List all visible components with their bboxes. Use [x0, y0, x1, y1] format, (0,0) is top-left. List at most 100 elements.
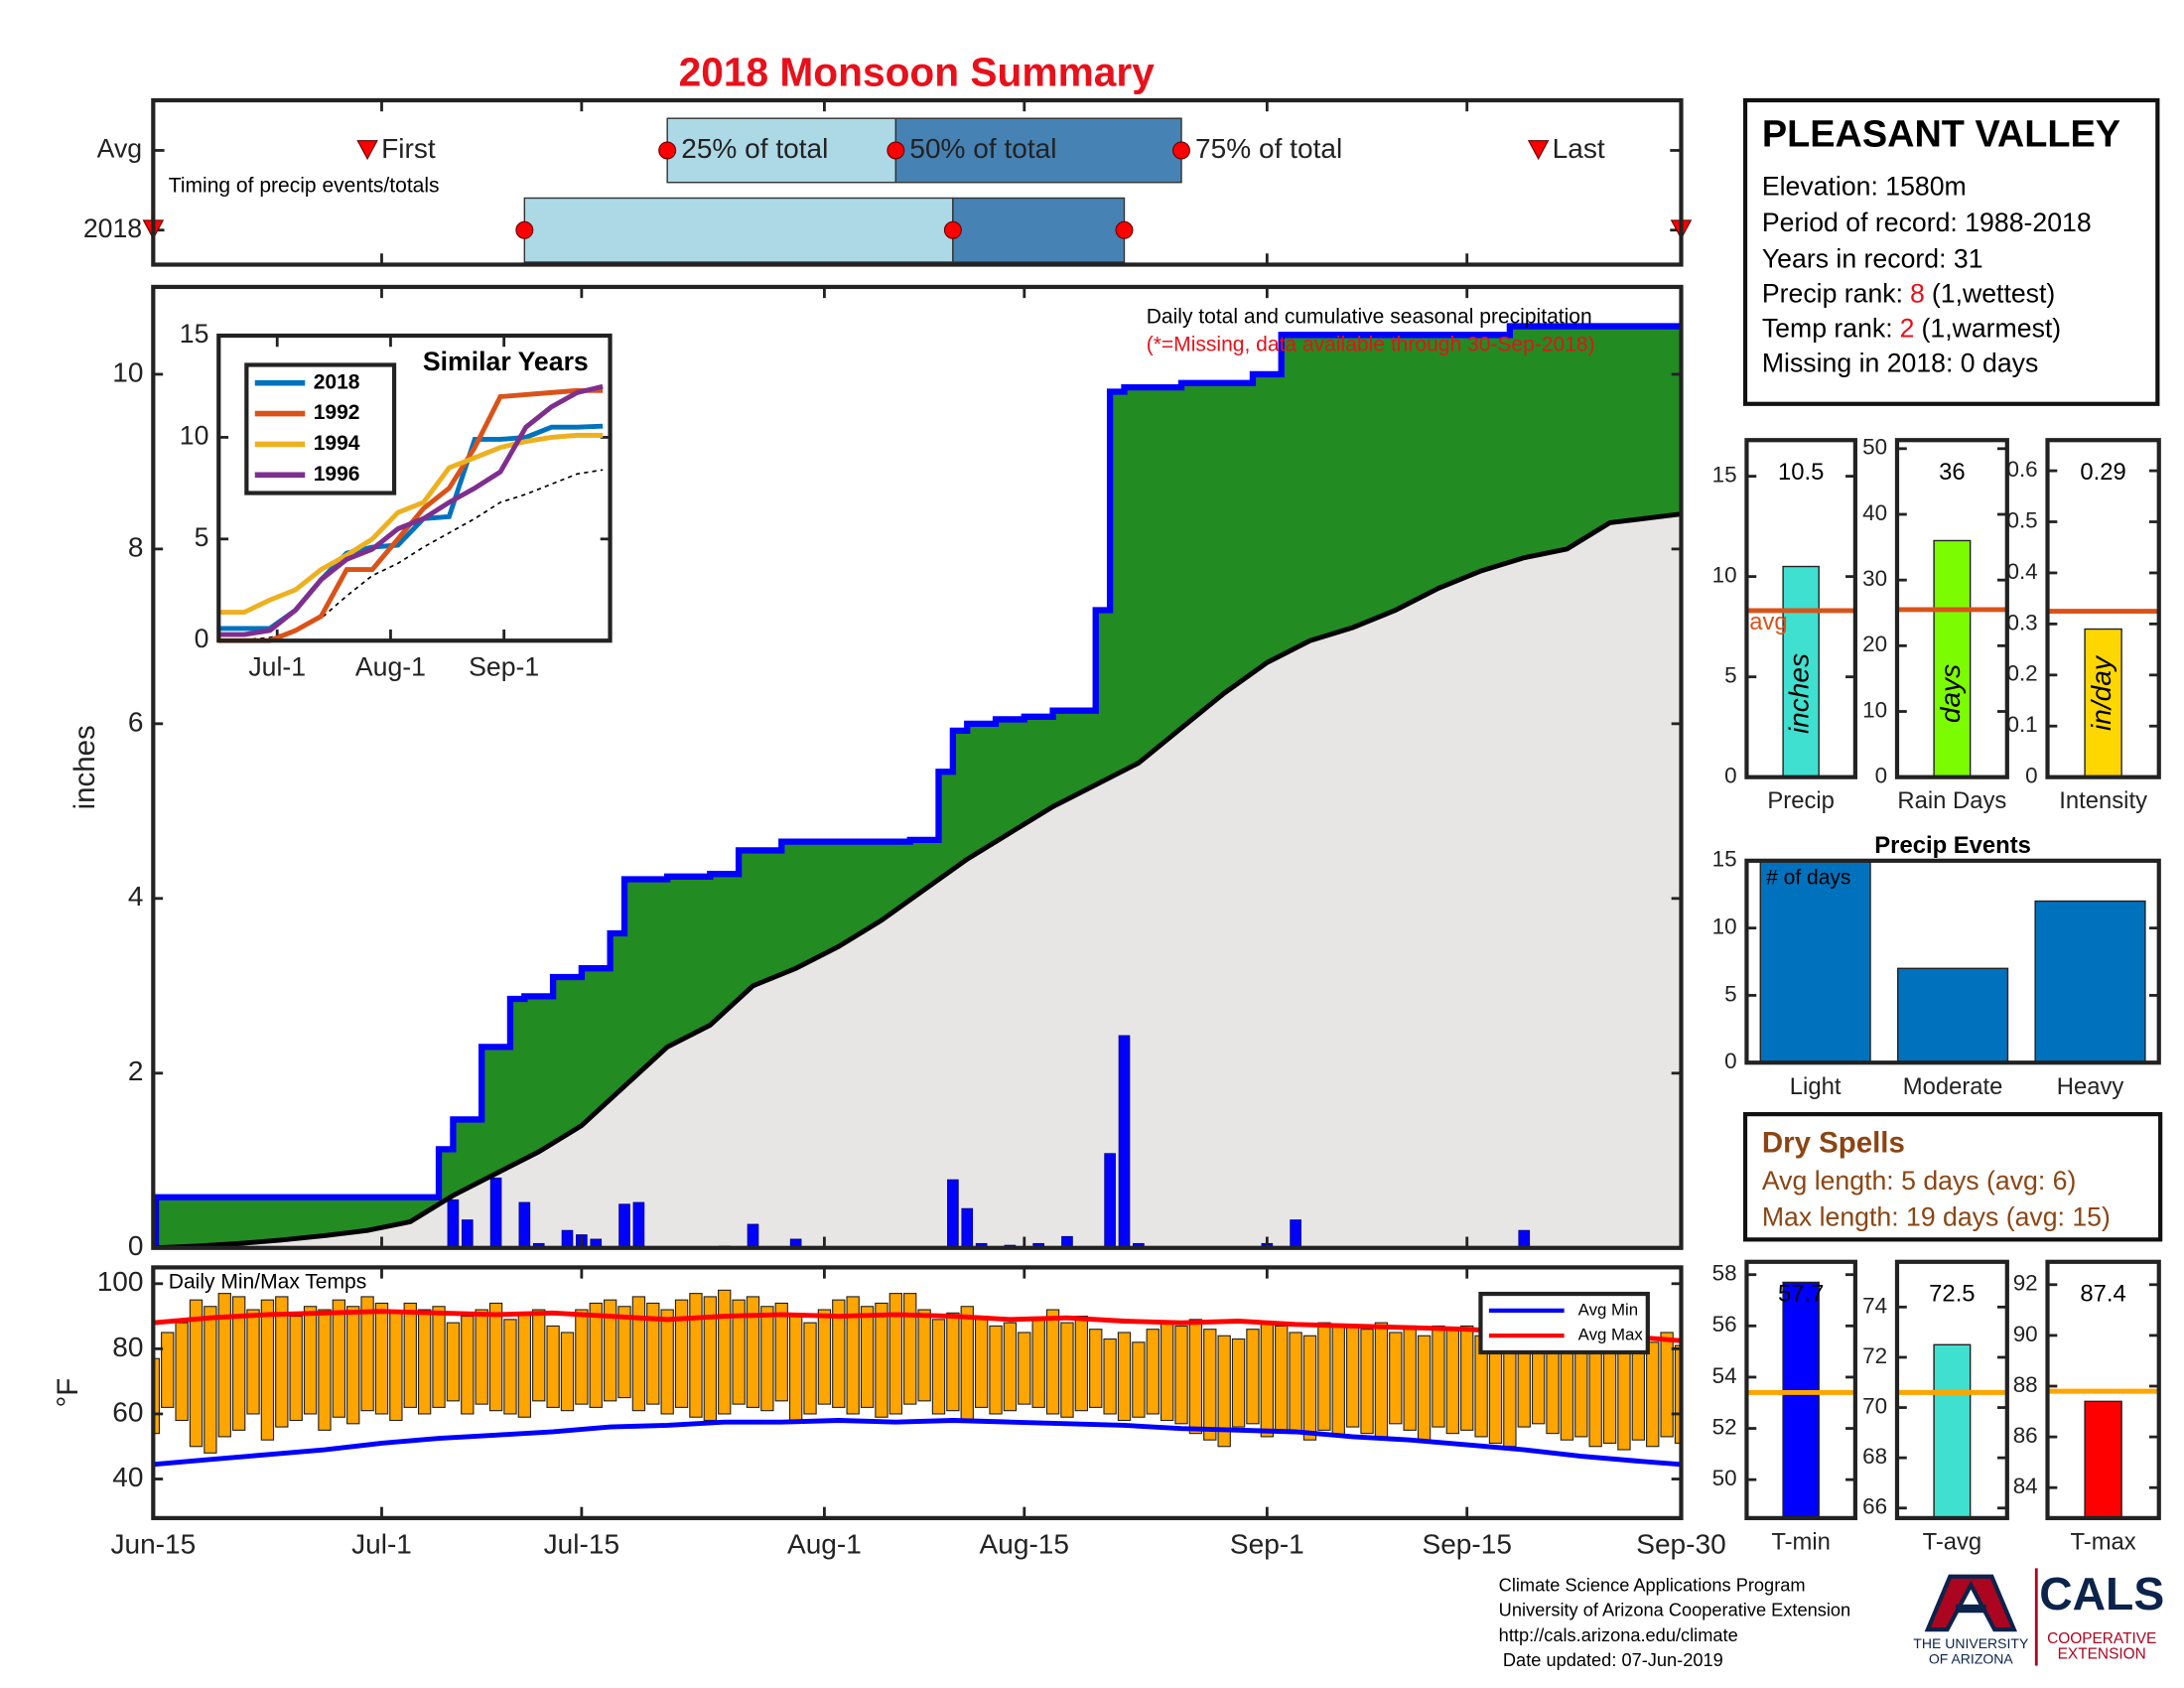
temp-range-bar — [1460, 1325, 1474, 1431]
legend-box — [1478, 1291, 1650, 1355]
daily-bar — [1118, 1035, 1131, 1248]
y-tick-label: 80 — [112, 1332, 143, 1362]
logo-bar — [1955, 1604, 1986, 1614]
logo-text: EXTENSION — [2058, 1645, 2146, 1662]
bar — [1933, 1343, 1972, 1519]
temp-range-bar — [360, 1296, 374, 1412]
inset-title: Similar Years — [423, 347, 589, 376]
x-tick-label: Jul-1 — [351, 1528, 412, 1559]
rank-value: 2 — [1900, 313, 1915, 343]
y-tick-label: 66 — [1862, 1494, 1887, 1519]
bar — [2034, 900, 2146, 1063]
unit-label: inches — [1784, 653, 1815, 734]
chart-line: 0 5 10 15 Jul-1 Aug-1 Sep-1 Similar Years 2018 19… — [180, 319, 613, 681]
logo-cals: CALS — [2039, 1568, 2164, 1619]
temp-range-bar — [603, 1299, 617, 1402]
rank-label: Temp rank: — [1762, 313, 1893, 343]
axes-frame — [151, 284, 1684, 1250]
timing-label: First — [381, 133, 436, 164]
temp-range-bar — [346, 1306, 360, 1425]
temp-range-bar — [446, 1322, 461, 1402]
category-label: Precip — [1767, 787, 1835, 814]
bar — [1782, 1281, 1820, 1519]
chart-bar: T-min 57.7 50 52 54 56 58 — [1712, 1259, 1857, 1555]
average-line — [153, 1418, 1682, 1468]
temp-range-bar — [1074, 1316, 1089, 1412]
daily-bar — [532, 1242, 545, 1248]
temp-range-bar — [1546, 1341, 1560, 1435]
y-tick-label: 10 — [180, 420, 209, 450]
temp-range-bar — [1360, 1329, 1374, 1435]
temp-range-bar — [1217, 1335, 1231, 1448]
temp-range-bar — [960, 1306, 974, 1422]
station-line: Years in record: 31 — [1762, 243, 1983, 273]
temp-range-bar — [888, 1293, 903, 1415]
temp-range-bar — [289, 1316, 303, 1422]
station-line: Elevation: 1580m — [1762, 171, 1967, 201]
temp-range-bar — [1103, 1337, 1117, 1415]
temp-range-bar — [175, 1322, 189, 1422]
y-tick-label: 60 — [112, 1396, 143, 1427]
x-tick-label: Jul-1 — [248, 651, 306, 681]
temp-range-bar — [917, 1309, 931, 1402]
y-tick-label: 0 — [1875, 764, 1887, 788]
chart-subtitle: (*=Missing, data available through 30-Se… — [1147, 333, 1595, 355]
legend-label: 1992 — [314, 401, 360, 424]
temp-range-bar — [374, 1302, 389, 1415]
temp-range-bar — [189, 1299, 204, 1448]
dry-spells-panel — [1742, 1112, 2163, 1242]
x-tick-label: Sep-1 — [469, 651, 539, 681]
y-tick-label: 5 — [195, 522, 209, 552]
station-line: Period of record: 1988-2018 — [1762, 208, 2092, 237]
axes-frame — [151, 97, 1684, 267]
temp-range-bar — [846, 1296, 860, 1415]
y-tick-label: 90 — [2013, 1322, 2038, 1346]
y-tick-label: 4 — [128, 881, 144, 912]
chart-note: # of days — [1766, 867, 1850, 890]
footer-line: Climate Science Applications Program — [1499, 1574, 1806, 1595]
axes-frame — [1894, 1259, 2009, 1520]
y-tick-label: 54 — [1712, 1363, 1737, 1388]
axes-frame — [151, 1265, 1684, 1520]
daily-bar — [1518, 1229, 1531, 1248]
temp-range-bar — [303, 1306, 318, 1415]
value-label: 72.5 — [1929, 1281, 1975, 1308]
university-logo: THE UNIVERSITY OF ARIZONA CALS COOPERATI… — [1913, 1568, 2164, 1667]
temp-range-bar — [1117, 1332, 1132, 1422]
temp-range-bar — [974, 1316, 989, 1408]
axes-frame — [1744, 438, 1857, 779]
temp-range-bar — [718, 1289, 732, 1415]
temp-range-bar — [204, 1306, 217, 1454]
y-tick-label: 52 — [1712, 1414, 1737, 1439]
temp-range-bar — [1160, 1322, 1174, 1422]
plot-area — [153, 1289, 1682, 1468]
footer-line: http://cals.arizona.edu/climate — [1499, 1624, 1738, 1645]
legend-label: 1994 — [314, 432, 360, 455]
temp-range-bar — [1517, 1344, 1531, 1428]
temp-range-bar — [1260, 1322, 1275, 1438]
y-tick-label: 0 — [1724, 764, 1736, 788]
y-tick-label: 0 — [2025, 764, 2037, 788]
y-tick-label: 30 — [1862, 566, 1887, 591]
temp-range-bar — [1246, 1329, 1260, 1425]
temp-range-bar — [546, 1325, 560, 1408]
chart-bar: Precip 10.5 inches avg 0 5 10 15 — [1712, 438, 1857, 814]
percentile-marker — [1115, 220, 1134, 239]
temp-range-bar — [1231, 1337, 1246, 1428]
category-label: T-avg — [1923, 1528, 1982, 1555]
category-label: T-min — [1771, 1528, 1831, 1555]
y-tick-label: 86 — [2013, 1423, 2038, 1448]
y-tick-label: 0.3 — [2006, 610, 2037, 634]
y-tick-label: 50 — [1712, 1466, 1737, 1490]
y-tick-label: 0.2 — [2006, 661, 2037, 686]
quartile-box — [952, 197, 1126, 263]
daily-bar — [518, 1201, 531, 1248]
logo-text: OF ARIZONA — [1929, 1651, 2014, 1667]
y-tick-label: 5 — [1724, 981, 1736, 1006]
temp-range-bar — [1417, 1335, 1432, 1441]
axes-frame — [2045, 1259, 2161, 1520]
temp-range-bar — [231, 1296, 246, 1431]
temp-range-bar — [1345, 1325, 1360, 1428]
temp-range-bar — [417, 1309, 432, 1415]
